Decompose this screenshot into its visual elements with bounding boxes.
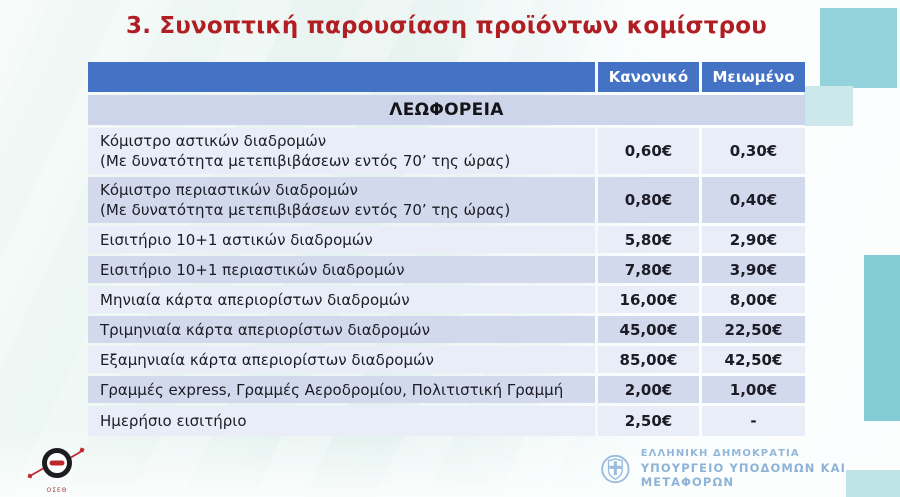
teal-decor-square [820,8,897,88]
normal-fare-value: 16,00€ [619,290,678,309]
cell-normal-fare: 0,80€ [598,177,699,223]
gov-line1: ΕΛΛΗΝΙΚΗ ΔΗΜΟΚΡΑΤΙΑ [640,448,800,459]
reduced-fare-value: 42,50€ [724,350,783,369]
cell-normal-fare: 7,80€ [598,256,699,283]
hellenic-republic-emblem-icon [601,454,630,483]
teal-decor-square [804,86,853,126]
oseth-transit-icon [27,447,85,479]
background-fade-bottom [0,427,900,497]
gov-line2: ΥΠΟΥΡΓΕΙΟ ΥΠΟΔΟΜΩΝ ΚΑΙ ΜΕΤΑΦΟΡΩΝ [640,461,847,489]
page-title: 3. Συνοπτική παρουσίαση προϊόντων κομίστ… [125,13,768,39]
row-label: Εισιτήριο 10+1 αστικών διαδρομών [100,230,373,249]
cell-normal-fare: 5,80€ [598,226,699,253]
table-header-row: Κανονικό Μειωμένο [88,62,805,92]
cell-reduced-fare: 0,40€ [702,177,805,223]
column-header-normal: Κανονικό [608,68,689,86]
normal-fare-value: 45,00€ [619,320,678,339]
header-cell-empty [88,62,595,92]
normal-fare-value: 0,60€ [624,142,673,160]
row-description: Εισιτήριο 10+1 αστικών διαδρομών [88,226,595,253]
table-row: Μηνιαία κάρτα απεριορίστων διαδρομών 16,… [88,286,805,313]
cell-normal-fare: 85,00€ [598,346,699,373]
table-row: Ημερήσιο εισιτήριο 2,50€ - [88,406,805,436]
reduced-fare-value: 0,30€ [729,142,778,160]
reduced-fare-value: 1,00€ [729,380,778,399]
column-header-reduced: Μειωμένο [712,68,795,86]
cell-normal-fare: 0,60€ [598,128,699,174]
row-description: Κόμιστρο αστικών διαδρομών (Με δυνατότητ… [88,128,595,174]
normal-fare-value: 2,50€ [624,412,673,430]
header-cell-normal: Κανονικό [598,62,699,92]
teal-decor-square [864,255,900,421]
reduced-fare-value: 8,00€ [729,290,778,309]
header-cell-reduced: Μειωμένο [702,62,805,92]
table-row: Εξαμηνιαία κάρτα απεριορίστων διαδρομών … [88,346,805,373]
row-label: Εισιτήριο 10+1 περιαστικών διαδρομών [100,260,405,279]
table-row: Κόμιστρο περιαστικών διαδρομών (Με δυνατ… [88,177,805,223]
cell-normal-fare: 2,50€ [598,406,699,436]
reduced-fare-value: 0,40€ [729,191,778,209]
reduced-fare-value: 2,90€ [729,230,778,249]
row-label: Γραμμές express, Γραμμές Αεροδρομίου, Πο… [100,380,564,399]
row-description: Ημερήσιο εισιτήριο [88,406,595,436]
cell-normal-fare: 45,00€ [598,316,699,343]
teal-decor-square [846,470,900,497]
table-row: Εισιτήριο 10+1 περιαστικών διαδρομών 7,8… [88,256,805,283]
table-row: Εισιτήριο 10+1 αστικών διαδρομών 5,80€ 2… [88,226,805,253]
cell-reduced-fare: 42,50€ [702,346,805,373]
normal-fare-value: 85,00€ [619,350,678,369]
row-description: Τριμηνιαία κάρτα απεριορίστων διαδρομών [88,316,595,343]
table-row: Κόμιστρο αστικών διαδρομών (Με δυνατότητ… [88,128,805,174]
normal-fare-value: 0,80€ [624,191,673,209]
government-text: ΕΛΛΗΝΙΚΗ ΔΗΜΟΚΡΑΤΙΑ ΥΠΟΥΡΓΕΙΟ ΥΠΟΔΟΜΩΝ Κ… [641,448,900,489]
row-label: Ημερήσιο εισιτήριο [100,412,247,430]
row-sublabel: (Με δυνατότητα μετεπιβιβάσεων εντός 70’ … [100,152,511,170]
table-row: Γραμμές express, Γραμμές Αεροδρομίου, Πο… [88,376,805,403]
reduced-fare-value: 22,50€ [724,320,783,339]
cell-reduced-fare: 3,90€ [702,256,805,283]
oseth-caption: ΟΣΕΘ [46,487,68,494]
cell-normal-fare: 2,00€ [598,376,699,403]
row-label: Μηνιαία κάρτα απεριορίστων διαδρομών [100,290,410,309]
row-description: Μηνιαία κάρτα απεριορίστων διαδρομών [88,286,595,313]
section-header-buses: ΛΕΩΦΟΡΕΙΑ [88,95,805,125]
row-description: Γραμμές express, Γραμμές Αεροδρομίου, Πο… [88,376,595,403]
row-description: Κόμιστρο περιαστικών διαδρομών (Με δυνατ… [88,177,595,223]
normal-fare-value: 5,80€ [624,230,673,249]
row-label: Κόμιστρο αστικών διαδρομών [100,132,327,150]
government-footer: ΕΛΛΗΝΙΚΗ ΔΗΜΟΚΡΑΤΙΑ ΥΠΟΥΡΓΕΙΟ ΥΠΟΔΟΜΩΝ Κ… [600,448,900,489]
cell-reduced-fare: 0,30€ [702,128,805,174]
oseth-logo: ΟΣΕΘ [22,444,92,494]
cell-reduced-fare: - [702,406,805,436]
cell-normal-fare: 16,00€ [598,286,699,313]
normal-fare-value: 7,80€ [624,260,673,279]
fare-table: Κανονικό Μειωμένο ΛΕΩΦΟΡΕΙΑ Κόμιστρο αστ… [88,62,805,436]
row-label: Τριμηνιαία κάρτα απεριορίστων διαδρομών [100,320,430,339]
table-row: Τριμηνιαία κάρτα απεριορίστων διαδρομών … [88,316,805,343]
row-label: Κόμιστρο περιαστικών διαδρομών [100,181,358,199]
row-description: Εισιτήριο 10+1 περιαστικών διαδρομών [88,256,595,283]
cell-reduced-fare: 8,00€ [702,286,805,313]
normal-fare-value: 2,00€ [624,380,673,399]
cell-reduced-fare: 2,90€ [702,226,805,253]
row-label: Εξαμηνιαία κάρτα απεριορίστων διαδρομών [100,350,434,369]
reduced-fare-value: - [750,412,757,430]
cell-reduced-fare: 22,50€ [702,316,805,343]
cell-reduced-fare: 1,00€ [702,376,805,403]
row-sublabel: (Με δυνατότητα μετεπιβιβάσεων εντός 70’ … [100,201,511,219]
reduced-fare-value: 3,90€ [729,260,778,279]
row-description: Εξαμηνιαία κάρτα απεριορίστων διαδρομών [88,346,595,373]
